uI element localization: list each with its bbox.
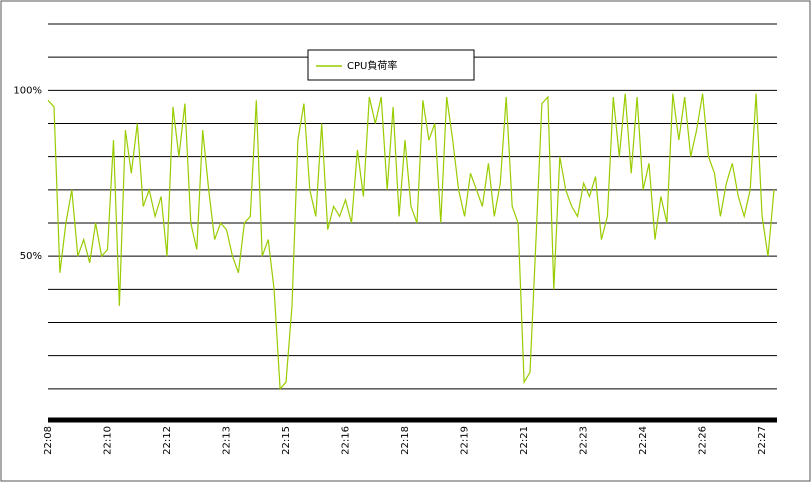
- data-line: [47, 93, 775, 391]
- legend-label: CPU負荷率: [347, 59, 397, 72]
- x-tick-label: 22:26: [698, 426, 709, 455]
- x-tick-label: 22:21: [519, 426, 530, 455]
- legend-box: [307, 49, 475, 81]
- x-tick-label: 22:12: [162, 426, 173, 455]
- x-tick-label: 22:19: [460, 426, 471, 455]
- x-tick-label: 22:16: [341, 426, 352, 455]
- x-tick-label: 22:10: [103, 426, 114, 455]
- x-tick-label: 22:27: [757, 426, 768, 455]
- x-tick-label: 22:13: [222, 426, 233, 455]
- x-tick-label: 22:24: [638, 426, 649, 455]
- x-tick-label: 22:18: [400, 426, 411, 455]
- y-tick-label: 100%: [13, 85, 42, 96]
- legend: CPU負荷率: [307, 49, 475, 81]
- x-tick-label: 22:23: [579, 426, 590, 455]
- x-tick-label: 22:15: [281, 426, 292, 455]
- x-tick-label: 22:08: [43, 426, 54, 455]
- y-tick-label: 50%: [20, 251, 42, 262]
